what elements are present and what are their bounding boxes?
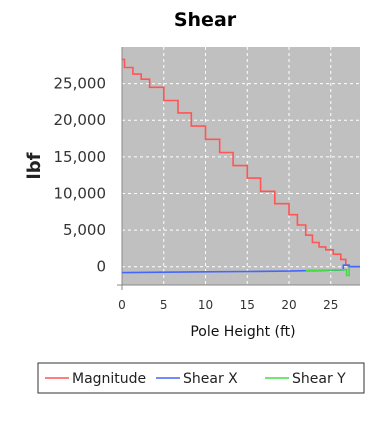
legend-label-1: Shear X: [183, 371, 238, 387]
y-tick-label-1: 5,000: [63, 221, 106, 239]
x-tick-label-0: 0: [118, 298, 126, 312]
legend-label-0: Magnitude: [72, 371, 146, 387]
legend-box: [37, 362, 365, 394]
y-tick-label-5: 25,000: [54, 75, 107, 93]
x-tick-label-1: 5: [160, 298, 168, 312]
y-tick-label-0: 0: [96, 258, 106, 276]
legend: Magnitude Shear X Shear Y: [37, 362, 365, 394]
x-tick-label-2: 10: [198, 298, 213, 312]
y-axis-label: lbf: [24, 152, 45, 179]
x-tick-label-3: 15: [240, 298, 255, 312]
y-tick-label-3: 15,000: [54, 148, 107, 166]
axes: [117, 47, 360, 290]
x-tick-label-5: 25: [323, 298, 338, 312]
x-tick-label-4: 20: [281, 298, 296, 312]
y-tick-labels: 0 5,000 10,000 15,000 20,000 25,000: [54, 75, 107, 276]
x-axis-label: Pole Height (ft): [190, 324, 295, 340]
chart-title: Shear: [174, 9, 237, 31]
legend-label-2: Shear Y: [292, 371, 346, 387]
series-layer: [121, 58, 360, 277]
series-line-magnitude: [122, 58, 360, 268]
y-tick-label-4: 20,000: [54, 111, 107, 129]
series-line-shear-y: [305, 266, 350, 277]
y-tick-label-2: 10,000: [54, 184, 107, 202]
x-tick-labels: 0 5 10 15 20 25: [118, 298, 338, 312]
